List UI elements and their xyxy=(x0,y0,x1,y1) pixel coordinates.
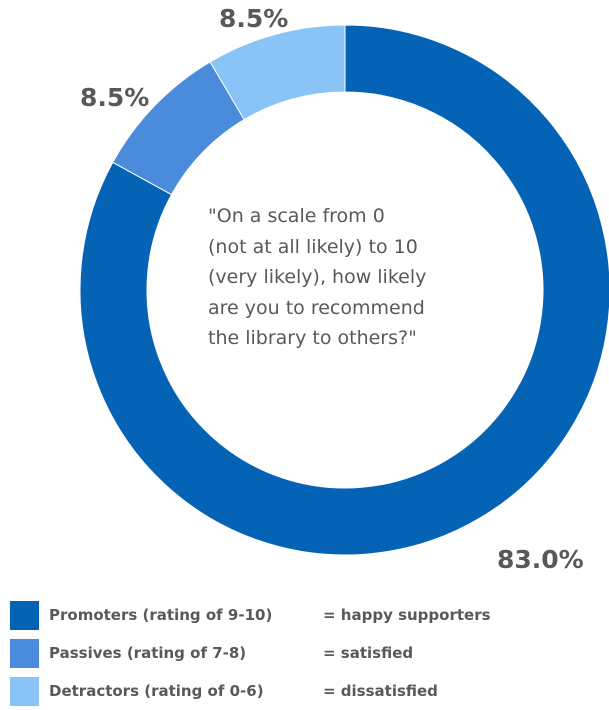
legend-label-promoters: Promoters (rating of 9-10) xyxy=(49,606,273,624)
donut-slice-promoters xyxy=(79,24,609,556)
legend-label-passives: Passives (rating of 7-8) xyxy=(49,644,247,662)
chart-center-question: "On a scale from 0 (not at all likely) t… xyxy=(208,201,478,354)
legend-label-detractors: Detractors (rating of 0-6) xyxy=(49,682,264,700)
legend-swatch-passives xyxy=(10,638,39,668)
donut-slice-detractors xyxy=(209,24,346,121)
center-text-line: (not at all likely) to 10 xyxy=(208,235,418,258)
legend: Promoters (rating of 9-10) = happy suppo… xyxy=(10,596,491,710)
legend-item-promoters: Promoters (rating of 9-10) = happy suppo… xyxy=(10,596,491,634)
legend-desc-passives: = satisfied xyxy=(323,644,414,662)
legend-item-detractors: Detractors (rating of 0-6) = dissatisfie… xyxy=(10,672,438,710)
data-label-passives: 8.5% xyxy=(80,83,150,112)
center-text-line: the library to others?" xyxy=(208,327,417,349)
data-label-detractors: 8.5% xyxy=(219,4,289,33)
legend-desc-promoters: = happy supporters xyxy=(323,606,491,624)
center-text-line: are you to recommend xyxy=(208,296,425,319)
center-text-line: "On a scale from 0 xyxy=(208,205,385,227)
center-text-line: (very likely), how likely xyxy=(208,266,427,288)
legend-item-passives: Passives (rating of 7-8) = satisfied xyxy=(10,634,413,672)
legend-desc-detractors: = dissatisfied xyxy=(323,682,438,700)
legend-swatch-detractors xyxy=(10,676,39,706)
data-label-promoters: 83.0% xyxy=(497,545,584,574)
legend-swatch-promoters xyxy=(10,600,39,630)
